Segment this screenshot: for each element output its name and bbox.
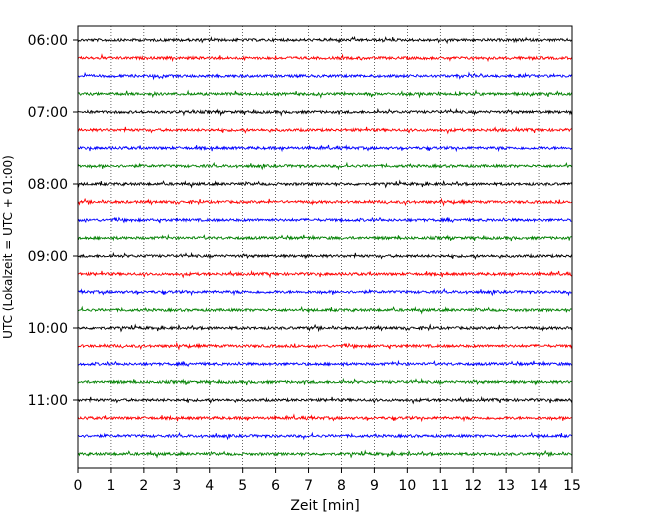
trace-1015 <box>77 341 573 351</box>
trace-0845 <box>77 233 573 242</box>
trace-0630 <box>77 71 573 81</box>
x-tick-label: 13 <box>497 478 515 494</box>
y-tick-label: 10:00 <box>28 321 68 337</box>
trace-1145 <box>77 449 573 459</box>
x-tick-label: 5 <box>238 478 247 494</box>
trace-1030 <box>77 359 573 368</box>
trace-0900 <box>77 251 573 260</box>
trace-0600 <box>77 35 573 45</box>
x-tick-label: 3 <box>172 478 181 494</box>
trace-0815 <box>77 197 573 207</box>
trace-0830 <box>77 216 572 224</box>
y-axis: 06:00 07:00 08:00 09:00 10:00 11:00 <box>28 33 78 409</box>
y-axis-label: UTC (Lokalzeit = UTC + 01:00) <box>1 155 15 339</box>
seismogram-traces <box>77 35 573 459</box>
trace-0645 <box>77 89 573 99</box>
plot-frame <box>77 25 573 469</box>
trace-0930 <box>77 287 573 297</box>
x-tick-label: 2 <box>139 478 148 494</box>
trace-1100 <box>77 395 573 405</box>
x-tick-label: 0 <box>74 478 83 494</box>
x-axis-label: Zeit [min] <box>290 498 359 514</box>
x-tick-label: 9 <box>370 478 379 494</box>
trace-0800 <box>77 179 573 189</box>
trace-0715 <box>77 126 573 135</box>
x-tick-label: 15 <box>563 478 581 494</box>
trace-0615 <box>77 53 573 63</box>
x-axis: 0 1 2 3 4 5 6 7 8 9 10 11 12 13 14 15 <box>74 468 581 494</box>
y-tick-label: 07:00 <box>28 105 68 121</box>
y-tick-label: 11:00 <box>28 393 68 409</box>
x-tick-label: 11 <box>431 478 449 494</box>
trace-0915 <box>77 269 573 279</box>
y-tick-label: 08:00 <box>28 177 68 193</box>
trace-1000 <box>77 323 573 333</box>
x-tick-label: 12 <box>464 478 482 494</box>
x-tick-label: 6 <box>271 478 280 494</box>
x-tick-label: 7 <box>304 478 313 494</box>
x-tick-label: 4 <box>205 478 214 494</box>
y-tick-label: 06:00 <box>28 33 68 49</box>
y-tick-label: 09:00 <box>28 249 68 265</box>
x-tick-label: 8 <box>337 478 346 494</box>
grid-lines <box>110 26 540 468</box>
trace-1130 <box>77 431 573 441</box>
trace-1115 <box>77 413 573 423</box>
trace-0730 <box>77 144 573 153</box>
x-tick-label: 14 <box>530 478 548 494</box>
x-tick-label: 1 <box>106 478 115 494</box>
trace-0945 <box>78 305 573 315</box>
x-tick-label: 10 <box>398 478 416 494</box>
trace-0700 <box>77 107 573 117</box>
trace-0745 <box>77 161 573 171</box>
trace-1045 <box>77 377 573 386</box>
